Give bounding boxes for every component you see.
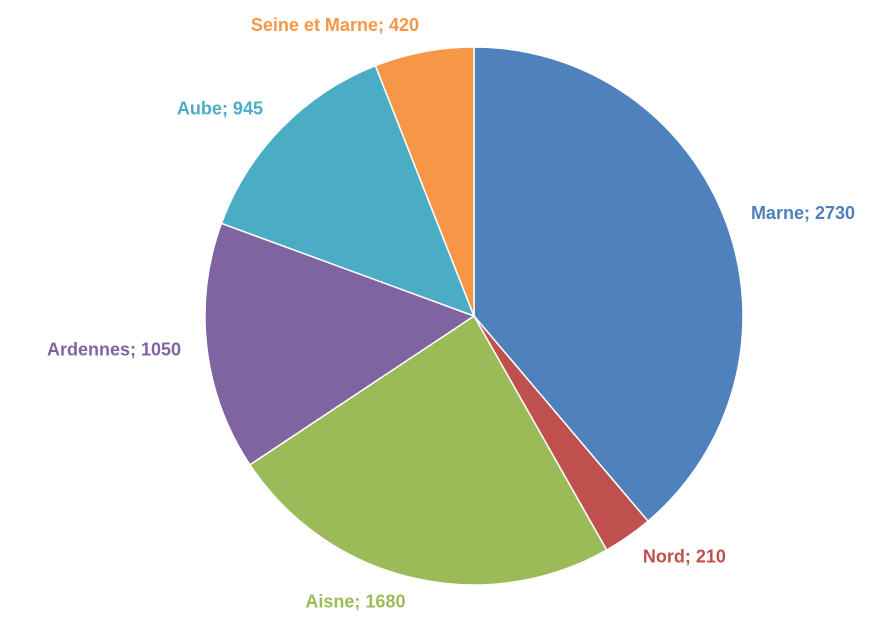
data-label: Aisne; 1680: [305, 592, 405, 612]
pie-slice: [374, 46, 475, 317]
pie-slice: [204, 222, 476, 466]
pie-slice: [220, 64, 476, 318]
data-label: Ardennes; 1050: [47, 339, 181, 359]
data-label: Nord; 210: [643, 547, 726, 567]
data-label: Marne; 2730: [751, 203, 855, 223]
pie-slice: [248, 314, 608, 586]
pie-slice: [473, 46, 744, 523]
data-label: Seine et Marne; 420: [251, 15, 419, 35]
data-label: Aube; 945: [177, 99, 263, 119]
